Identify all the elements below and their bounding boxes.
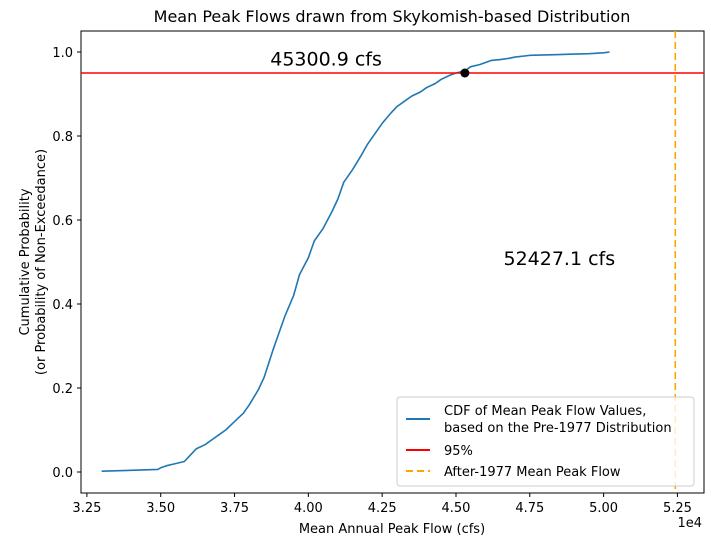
y-tick-label: 1.0 (52, 46, 73, 61)
legend-label-cdf-line1: CDF of Mean Peak Flow Values, (444, 404, 646, 419)
y-tick-label: 0.2 (52, 382, 73, 397)
x-tick-label: 3.25 (72, 501, 101, 516)
value-annotation: 52427.1 cfs (503, 248, 615, 270)
x-tick-label: 3.50 (146, 501, 175, 516)
x-axis-label: Mean Annual Peak Flow (cfs) (299, 522, 485, 537)
y-axis-label-line2: (or Probability of Non-Exceedance) (34, 149, 49, 375)
legend-box (396, 396, 695, 487)
intersection-marker (460, 68, 470, 78)
y-tick-label: 0.8 (52, 130, 73, 145)
legend-label-after-mean: After-1977 Mean Peak Flow (444, 465, 621, 480)
cdf-series-line (101, 51, 610, 472)
chart-title: Mean Peak Flows drawn from Skykomish-bas… (154, 7, 631, 26)
x-tick-label: 5.00 (589, 501, 618, 516)
y-tick-label: 0.6 (52, 214, 73, 229)
y-axis-label-line1: Cumulative Probability (18, 188, 33, 335)
legend: CDF of Mean Peak Flow Values, based on t… (396, 396, 695, 487)
y-tick-label: 0.0 (52, 466, 73, 481)
x-axis-ticks: 3.25 3.50 3.75 4.00 4.25 4.50 4.75 5.00 5.25 (72, 493, 692, 516)
y-tick-label: 0.4 (52, 298, 73, 313)
legend-label-95: 95% (444, 444, 473, 459)
value-annotation: 45300.9 cfs (270, 48, 382, 70)
x-tick-label: 3.75 (220, 501, 249, 516)
plot-area-frame (80, 30, 705, 494)
x-tick-label: 4.75 (515, 501, 544, 516)
annotations: 45300.9 cfs 52427.1 cfs (270, 48, 615, 269)
y-axis-ticks: 0.0 0.2 0.4 0.6 0.8 1.0 (52, 46, 81, 481)
x-tick-label: 4.00 (294, 501, 323, 516)
x-tick-label: 4.25 (368, 501, 397, 516)
x-tick-label: 4.50 (442, 501, 471, 516)
x-axis-offset-label: 1e4 (677, 516, 702, 531)
x-tick-label: 5.25 (663, 501, 692, 516)
legend-label-cdf-line2: based on the Pre-1977 Distribution (444, 421, 672, 436)
